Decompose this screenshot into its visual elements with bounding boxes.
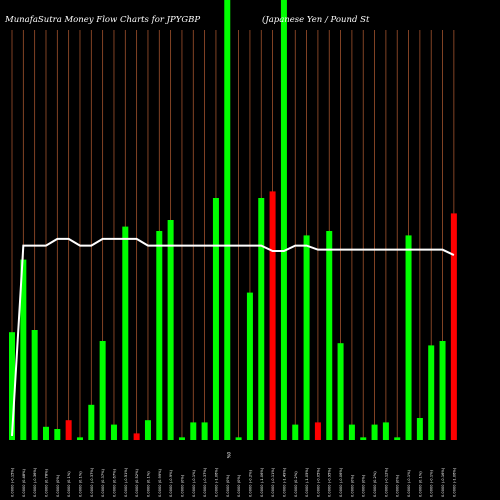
tick-label: 0.0000 (0.1%) (146, 471, 150, 497)
bar (224, 0, 231, 440)
bar (201, 422, 208, 440)
bar (405, 235, 412, 440)
tick-label: 0.0000 (0%) (350, 474, 354, 497)
bar (144, 420, 151, 440)
tick-label: 0.0000 (0.1%) (78, 471, 82, 497)
money-flow-line (11, 237, 455, 437)
bar (337, 343, 344, 440)
tick-label: 0.0000 (-0.15%) (11, 467, 15, 497)
tick-label: 0.0000 (-1.06%) (452, 467, 456, 497)
bar (156, 231, 163, 440)
tick-label: 0.0000 (0%) (362, 474, 366, 497)
bar (167, 220, 174, 440)
tick-label: 0.0000 (-1.06%) (260, 467, 264, 497)
bar (212, 198, 219, 440)
bar (280, 0, 287, 440)
bar-layer (9, 0, 457, 440)
tick-label: 0.0000 (-0.51%) (124, 467, 128, 497)
tick-label: 0.0000 (0%) (396, 474, 400, 497)
bar (42, 426, 49, 440)
bar (258, 198, 265, 440)
bar (190, 422, 197, 440)
bar (110, 424, 117, 440)
tick-label: 0.0000 (-1.49%) (282, 467, 286, 497)
tick-label: 0.0000 (0.1%) (67, 471, 71, 497)
tick-label: 0.0000 (-0.1%) (407, 469, 411, 497)
line-layer (11, 237, 455, 437)
tick-label: 0.0000 (0%) (226, 474, 230, 497)
tick-label: 0.0000 (-0.16%) (441, 467, 445, 497)
bar (416, 418, 423, 440)
tick-label: 0.0000 (0.78%) (44, 468, 48, 497)
axis-note: 0% (226, 452, 231, 459)
bar (269, 191, 276, 440)
label-layer: 0.0000 (-0.15%) 0.0000 (0.48%) 0.0000 (-0.… (11, 467, 457, 497)
tick-label: 0.0000 (0.2%) (373, 471, 377, 497)
grid-layer (11, 30, 455, 440)
tick-label: 0.0000 (-0.95%) (328, 467, 332, 497)
bar (314, 422, 321, 440)
tick-label: 0.0000 (0%) (56, 474, 60, 497)
bar (235, 437, 242, 440)
bar (382, 422, 389, 440)
tick-label: 0.0000 (0.67%) (112, 468, 116, 497)
tick-label: 0.0000 (0.99%) (158, 468, 162, 497)
tick-label: 0.0000 (-0.37%) (90, 467, 94, 497)
bar (178, 437, 185, 440)
tick-label: 0.0000 (0.52%) (135, 468, 139, 497)
bar (9, 332, 15, 440)
tick-label: 0.0000 (-0.06%) (339, 467, 343, 497)
tick-label: 0.0000 (0.48%) (22, 468, 26, 497)
tick-label: 0.0000 (-0.11%) (271, 467, 275, 497)
tick-label: 0.0000 (0.1%) (418, 471, 422, 497)
tick-label: 0.0000 (-0.1%) (192, 469, 196, 497)
chart-subtitle: (Japanese Yen / Pound St (262, 14, 370, 25)
tick-label: 0.0000 (0.37%) (101, 468, 105, 497)
tick-label: 0.0000 (0.2%) (294, 471, 298, 497)
bar (65, 420, 72, 440)
bar (76, 437, 83, 440)
tick-label: 0.0000 (-0.9%) (169, 469, 173, 497)
bar (326, 231, 333, 440)
tick-label: 0.0000 (-1.06%) (214, 467, 218, 497)
bar (122, 226, 129, 440)
tick-label: 0.0000 (-0.1%) (430, 469, 434, 497)
bar (428, 345, 435, 440)
tick-label: 0.0000 (-0.12%) (384, 467, 388, 497)
bar (54, 429, 61, 440)
bar (439, 341, 446, 440)
bar (360, 437, 367, 440)
tick-label: 0.0000 (0%) (237, 474, 241, 497)
tick-label: 0.0000 (0%) (180, 474, 184, 497)
bar (303, 235, 310, 440)
bar (133, 433, 140, 440)
tick-label: 0.0000 (-0.37%) (203, 467, 207, 497)
tick-label: 0.0000 (-0.36%) (33, 467, 37, 497)
bar (31, 330, 38, 440)
bar (371, 424, 378, 440)
bar (88, 404, 95, 440)
tick-label: 0.0000 (-0.05%) (316, 467, 320, 497)
bar (292, 424, 299, 440)
bar (348, 424, 355, 440)
tick-label: 0.0000 (-1.05%) (305, 467, 309, 497)
bar (450, 213, 457, 440)
tick-label: 0.0000 (-0.2%) (248, 469, 252, 497)
bar (99, 341, 106, 440)
bar (246, 292, 253, 440)
bar (20, 259, 27, 440)
bar (394, 437, 401, 440)
chart-title: MunafaSutra Money Flow Charts for JPYGBP (4, 15, 200, 25)
